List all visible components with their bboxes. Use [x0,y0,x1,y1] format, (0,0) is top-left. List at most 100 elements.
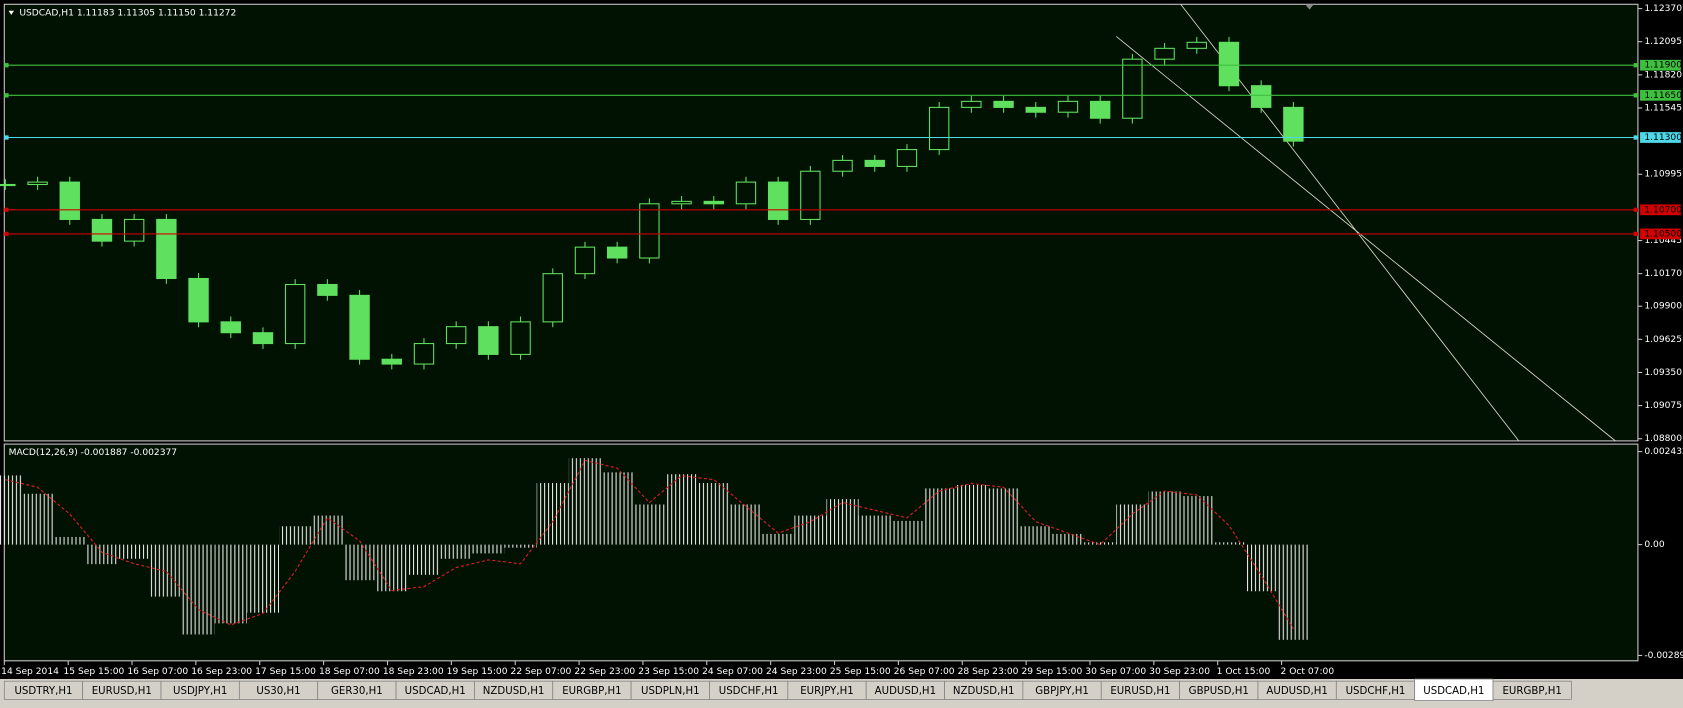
macd-bar [472,544,505,554]
candle [1057,100,1079,113]
macd-bar [890,520,924,545]
candle [1283,106,1304,142]
macd-bar [407,544,441,575]
tab-label[interactable]: USDCAD,H1 [405,686,466,697]
tab[interactable] [1492,680,1572,700]
x-tick-label: 24 Sep 23:00 [766,667,827,677]
y-tick-label: -0.002898 [1644,651,1683,661]
x-tick-label: 26 Sep 07:00 [894,667,955,677]
candle [252,332,274,345]
level-handle [4,135,9,140]
macd-bar [826,499,859,545]
candle [574,246,596,275]
candle [1186,41,1207,49]
y-tick-label: 1.09350 [1644,368,1682,378]
y-tick-label: 1.12370 [1644,4,1682,14]
macd-bar [1051,533,1085,545]
macd-bar [665,474,698,545]
tab-label[interactable]: NZDUSD,H1 [483,686,545,697]
macd-bar [1019,526,1052,545]
tab-label[interactable]: GER30,H1 [331,686,383,697]
candle [671,200,692,205]
macd-bar [697,483,730,545]
macd-bar [1148,491,1181,545]
tab-label[interactable]: AUDUSD,H1 [1266,686,1327,697]
tab-label[interactable]: EURGBP,H1 [1502,686,1561,697]
tab-label[interactable]: AUDUSD,H1 [875,686,936,697]
tab-label[interactable]: EURJPY,H1 [800,686,854,697]
macd-bar [633,504,666,545]
tab-label[interactable]: USDPLN,H1 [641,686,700,697]
candle [703,200,724,205]
candle [1089,100,1111,119]
candle [928,106,950,151]
y-tick-label: 0.002432 [1644,447,1683,457]
macd-bar [568,458,602,545]
shift-marker [1305,4,1314,10]
candle [639,203,660,259]
x-tick-label: 16 Sep 23:00 [191,667,252,677]
tab-label[interactable]: EURUSD,H1 [92,686,152,697]
tab-label[interactable]: USDCHF,H1 [1346,686,1406,697]
tab-label[interactable]: USDCAD,H1 [1423,686,1484,697]
tab-label[interactable]: EURGBP,H1 [562,686,621,697]
candle [27,181,48,186]
macd-bar [987,488,1020,545]
macd-bar [375,544,408,592]
macd-label: MACD(12,26,9) -0.001887 -0.002377 [9,448,178,458]
y-tick-label: 1.12095 [1644,37,1682,47]
macd-bar [343,544,376,581]
candle [1122,58,1143,119]
candle [220,321,241,334]
tab-label[interactable]: USDCHF,H1 [719,686,779,697]
macd-bar [21,493,54,545]
level-handle [1633,135,1638,140]
tab-label[interactable]: NZDUSD,H1 [953,686,1015,697]
macd-bar [794,515,827,545]
tab-label[interactable]: US30,H1 [256,686,300,697]
macd-bar [536,483,569,545]
main-pane [3,3,1639,442]
macd-bar [246,544,280,613]
y-tick-label: 0.00 [1644,540,1664,550]
macd-bar [118,544,151,559]
candle [542,273,563,323]
candle [896,149,918,167]
level-handle [4,231,9,237]
macd-bar [311,515,344,545]
x-tick-label: 18 Sep 07:00 [319,667,380,677]
y-tick-label: 1.10445 [1644,236,1682,246]
candle [1025,106,1046,113]
level-label-box [1640,89,1681,101]
level-handle [4,207,9,212]
macd-bar [279,526,312,545]
tab-label[interactable]: USDJPY,H1 [173,686,227,697]
tab-label[interactable]: GBPUSD,H1 [1189,686,1249,697]
candle [284,283,306,345]
tab-label[interactable]: EURUSD,H1 [1110,686,1170,697]
candle [800,170,821,220]
x-tick-label: 23 Sep 15:00 [638,667,699,677]
level-label: 1.11900 [1644,61,1682,71]
candle [478,326,499,355]
tab-label[interactable]: USDTRY,H1 [14,686,72,697]
macd-bar [1084,542,1117,545]
x-tick-label: 15 Sep 15:00 [64,667,125,677]
level-label-box [1640,204,1681,216]
collapse-icon [8,10,14,16]
x-tick-label: 18 Sep 23:00 [383,667,444,677]
macd-bar [1245,544,1278,592]
channel-line [1116,36,1616,442]
candle [993,100,1014,108]
y-tick-label: 1.09900 [1644,302,1682,312]
macd-bar [1212,542,1246,545]
macd-bar [440,544,473,559]
x-tick-label: 17 Sep 15:00 [255,667,316,677]
candle [606,246,628,259]
macd-bar [729,504,763,545]
x-tick-label: 30 Sep 07:00 [1085,667,1146,677]
candle [91,218,113,242]
level-label-box [1640,228,1681,240]
tab-label[interactable]: GBPJPY,H1 [1035,686,1089,697]
macd-bar [0,475,22,545]
